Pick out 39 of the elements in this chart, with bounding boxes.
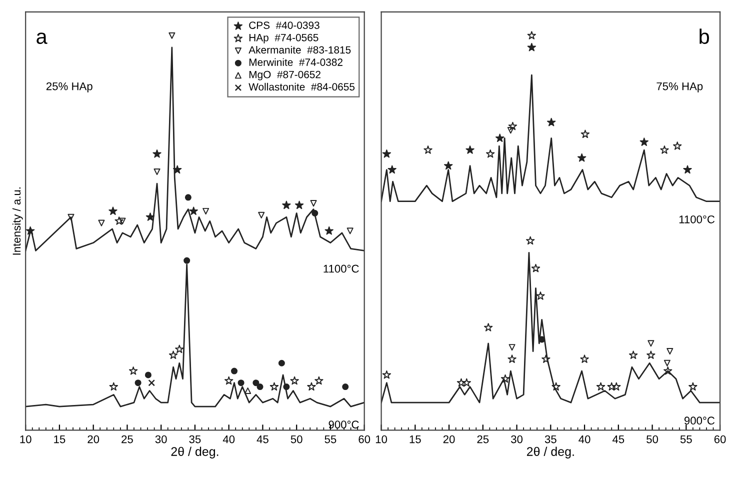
x-tick-label: 45 (612, 435, 624, 444)
x-tick-label: 30 (155, 435, 167, 444)
x-tick-label: 35 (189, 435, 201, 444)
legend-label: Wollastonite #84-0655 (248, 82, 355, 91)
legend-label: MgO #87-0652 (249, 70, 320, 80)
x-tick-label: 20 (88, 435, 100, 444)
annotation: 1100°C (324, 264, 359, 273)
x-tick-label: 25 (477, 435, 489, 444)
annotation: 25% HAp (46, 82, 92, 92)
y-axis-title: Intensity / a.u. (12, 188, 23, 255)
x-tick-label: 30 (511, 435, 523, 444)
legend-label: HAp #74-0565 (249, 34, 318, 44)
legend-label: Akermanite #83-1815 (248, 46, 351, 54)
x-tick-label: 10 (376, 435, 388, 444)
x-tick-label: 45 (256, 435, 268, 444)
annotation: 900°C (684, 416, 715, 425)
annotation: b (700, 28, 709, 44)
annotation: 1100°C (679, 215, 715, 224)
x-tick-label: 55 (680, 435, 692, 444)
x-tick-label: 15 (54, 435, 66, 444)
x-tick-label: 60 (358, 435, 370, 444)
x-tick-label: 60 (714, 435, 726, 444)
x-axis-title: 2θ / deg. (171, 446, 218, 458)
annotation: 900°C (328, 420, 359, 428)
x-axis-title: 2θ / deg. (526, 446, 574, 458)
x-tick-label: 10 (20, 435, 32, 444)
annotation: 75% HAp (656, 82, 703, 92)
x-tick-label: 15 (410, 435, 421, 444)
x-tick-label: 50 (290, 435, 302, 444)
annotation: a (36, 32, 48, 44)
x-tick-label: 20 (443, 435, 455, 444)
x-tick-label: 55 (324, 435, 336, 444)
x-tick-label: 35 (544, 435, 556, 444)
x-tick-label: 40 (578, 435, 590, 444)
x-tick-label: 50 (646, 435, 658, 444)
legend-label: Merwinite #74-0382 (249, 58, 342, 66)
x-tick-label: 40 (222, 435, 235, 444)
legend-label: CPS #40-0393 (249, 22, 320, 29)
x-tick-label: 25 (122, 435, 133, 444)
